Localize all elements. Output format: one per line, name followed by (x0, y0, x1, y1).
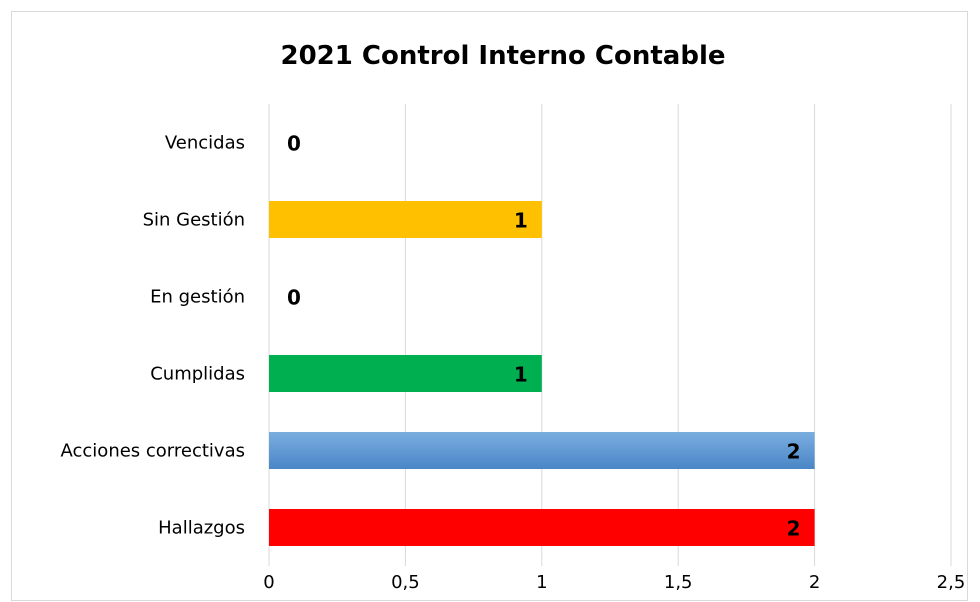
x-tick-label: 2,5 (937, 572, 966, 593)
bar-cumplidas (269, 355, 542, 392)
category-label: Vencidas (165, 133, 245, 154)
x-tick-label: 1,5 (664, 572, 693, 593)
data-labels: 0 1 0 1 2 2 (287, 132, 801, 541)
gridlines (268, 104, 952, 566)
data-label: 1 (514, 363, 528, 387)
bar-acciones-correctivas (269, 432, 815, 469)
category-label: Cumplidas (150, 364, 245, 385)
x-tick-label: 1 (536, 572, 547, 593)
x-tick-label: 0,5 (391, 572, 420, 593)
bar-sin-gestión (269, 201, 542, 238)
chart-frame (11, 11, 968, 601)
x-tick-label: 2 (809, 572, 820, 593)
data-label: 2 (787, 440, 801, 464)
category-label: Acciones correctivas (61, 441, 245, 462)
chart-title: 2021 Control Interno Contable (280, 41, 725, 71)
category-label: Sin Gestión (143, 210, 245, 231)
data-label: 0 (287, 132, 301, 156)
category-label: En gestión (150, 287, 245, 308)
x-tick-label: 0 (263, 572, 274, 593)
bar-hallazgos (269, 509, 815, 546)
data-label: 2 (787, 517, 801, 541)
category-labels: Vencidas Sin Gestión En gestión Cumplidas Ac… (61, 133, 245, 539)
category-label: Hallazgos (158, 518, 245, 539)
data-label: 0 (287, 286, 301, 310)
bars (269, 201, 815, 546)
data-label: 1 (514, 209, 528, 233)
x-tick-labels: 0 0,5 1 1,5 2 2,5 (263, 572, 965, 593)
